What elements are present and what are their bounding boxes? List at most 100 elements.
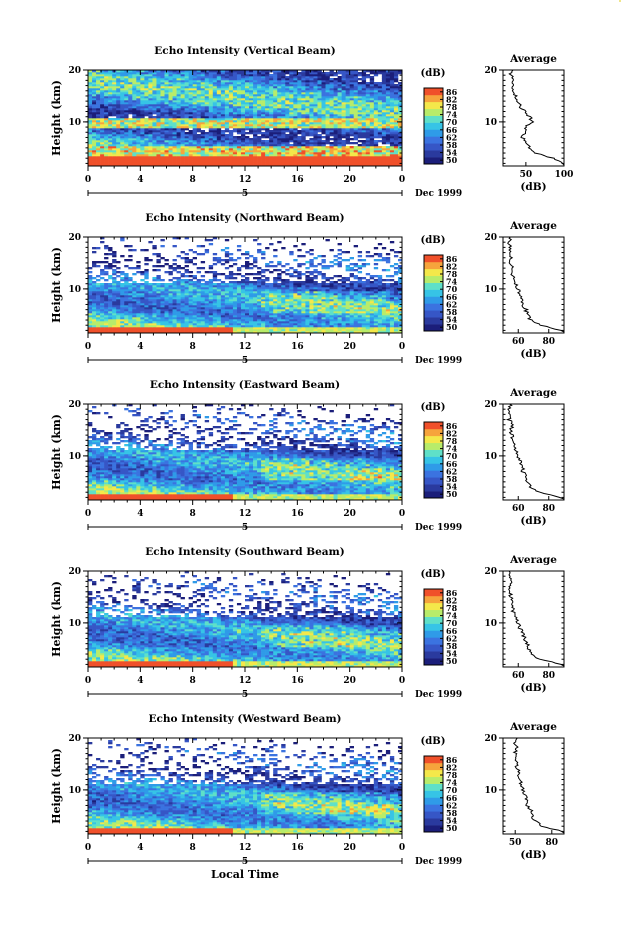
x-tick-label: 20 [343,843,356,853]
profile-frame [502,403,565,501]
profile-line [508,570,565,667]
colorbar-segment [424,790,443,798]
colorbar-segment [424,825,443,833]
x-tick-label: 12 [239,175,252,185]
x-tick-label: 16 [291,342,304,352]
profile-panel: Average 10 20 60 80(dB) [484,220,565,360]
colorbar-tick-label: 58 [446,307,458,317]
colorbar-segment [424,783,443,791]
date-marker: 5 Dec 1999 [87,857,462,867]
x-tick-label: 0 [399,509,405,519]
profile-x-label: (dB) [520,181,546,193]
colorbar-tick-label: 62 [446,466,457,476]
colorbar-segment [424,449,443,457]
colorbar-tick-label: 86 [446,588,458,598]
colorbar-tick-label: 62 [446,633,457,643]
profile-frame [502,570,565,668]
profile-x-tick-label: 50 [509,838,522,848]
x-tick-label: 0 [399,175,405,185]
profile-y-tick-label: 10 [484,619,497,629]
colorbar-segment [424,484,443,492]
x-tick-label: 8 [190,175,196,185]
panel-title: Echo Intensity (Southward Beam) [145,546,344,558]
profile-x-label: (dB) [520,348,546,360]
colorbar-title: (dB) [421,68,446,79]
colorbar-tick-label: 50 [446,489,458,499]
colorbar-segment [424,651,443,659]
date-marker: 5 Dec 1999 [87,356,462,366]
x-tick-label: 4 [137,342,143,352]
colorbar-tick-label: 86 [446,87,458,97]
date-marker-label: 5 [242,857,248,867]
colorbar-tick-label: 54 [446,315,458,325]
colorbar-segment [424,595,443,604]
x-axis: 0 4 8 12 16 20 0 [85,738,405,853]
x-tick-label: 0 [399,342,405,352]
colorbar-segment [424,268,443,277]
date-marker: 5 Dec 1999 [87,189,462,199]
colorbar-segment [424,797,443,805]
colorbar-tick-label: 50 [446,155,458,165]
panel-4: Echo Intensity (Westward Beam) 10 20 Height… [50,713,565,867]
date-marker-label: 5 [242,523,248,533]
x-tick-label: 0 [85,342,91,352]
colorbar-frame [423,254,444,332]
profile-title: Average [509,220,557,232]
profile-y-tick-label: 10 [484,452,497,462]
profile-frame [502,236,565,334]
x-tick-label: 0 [85,509,91,519]
colorbar-segment [424,623,443,631]
colorbar-segment [424,101,443,110]
panel-title: Echo Intensity (Westward Beam) [148,713,341,725]
profile-frame [502,69,565,167]
y-tick-label: 10 [68,452,81,462]
x-tick-label: 12 [239,843,252,853]
profile-line [505,403,565,500]
colorbar-segment [424,456,443,464]
profile-title: Average [509,721,557,733]
colorbar-segment [424,818,443,826]
colorbar-segment [424,261,443,270]
y-tick-label: 10 [68,285,81,295]
y-tick-label: 20 [68,567,81,577]
y-tick-label: 20 [68,400,81,410]
y-axis-label: Height (km) [50,748,63,824]
colorbar-tick-label: 82 [446,762,457,772]
panel-title: Echo Intensity (Eastward Beam) [150,379,340,391]
y-axis: 10 20 [68,233,402,331]
colorbar-title: (dB) [421,736,446,747]
x-tick-label: 20 [343,175,356,185]
y-axis: 10 20 [68,734,402,832]
colorbar-title: (dB) [421,235,446,246]
colorbar-segment [424,428,443,437]
colorbar-segment [424,769,443,778]
colorbar-tick-label: 78 [446,770,458,780]
profile-x-tick-label: 80 [542,671,555,681]
x-tick-label: 0 [399,676,405,686]
panel-title: Echo Intensity (Northward Beam) [145,212,344,224]
colorbar-segment [424,756,443,764]
colorbar-segment [424,157,443,165]
profile-frame [502,737,565,835]
profile-y-tick-label: 20 [484,66,497,76]
colorbar-segment [424,303,443,311]
colorbar-tick-label: 74 [446,611,458,621]
x-axis: 0 4 8 12 16 20 0 [85,70,405,185]
colorbar-segment [424,422,443,430]
colorbar-tick-label: 70 [446,618,458,628]
colorbar-segment [424,644,443,652]
x-tick-label: 20 [343,509,356,519]
colorbar-tick-label: 78 [446,603,458,613]
colorbar-tick-label: 54 [446,482,458,492]
colorbar-tick-label: 82 [446,595,457,605]
profile-x-label: (dB) [520,849,546,861]
colorbar-tick-label: 58 [446,474,458,484]
x-axis-label-common: Local Time [211,868,279,881]
heatmap [88,237,403,334]
colorbar-tick-label: 62 [446,132,457,142]
profile-x-label: (dB) [520,682,546,694]
date-marker-label: 5 [242,356,248,366]
colorbar-tick-label: 86 [446,254,458,264]
